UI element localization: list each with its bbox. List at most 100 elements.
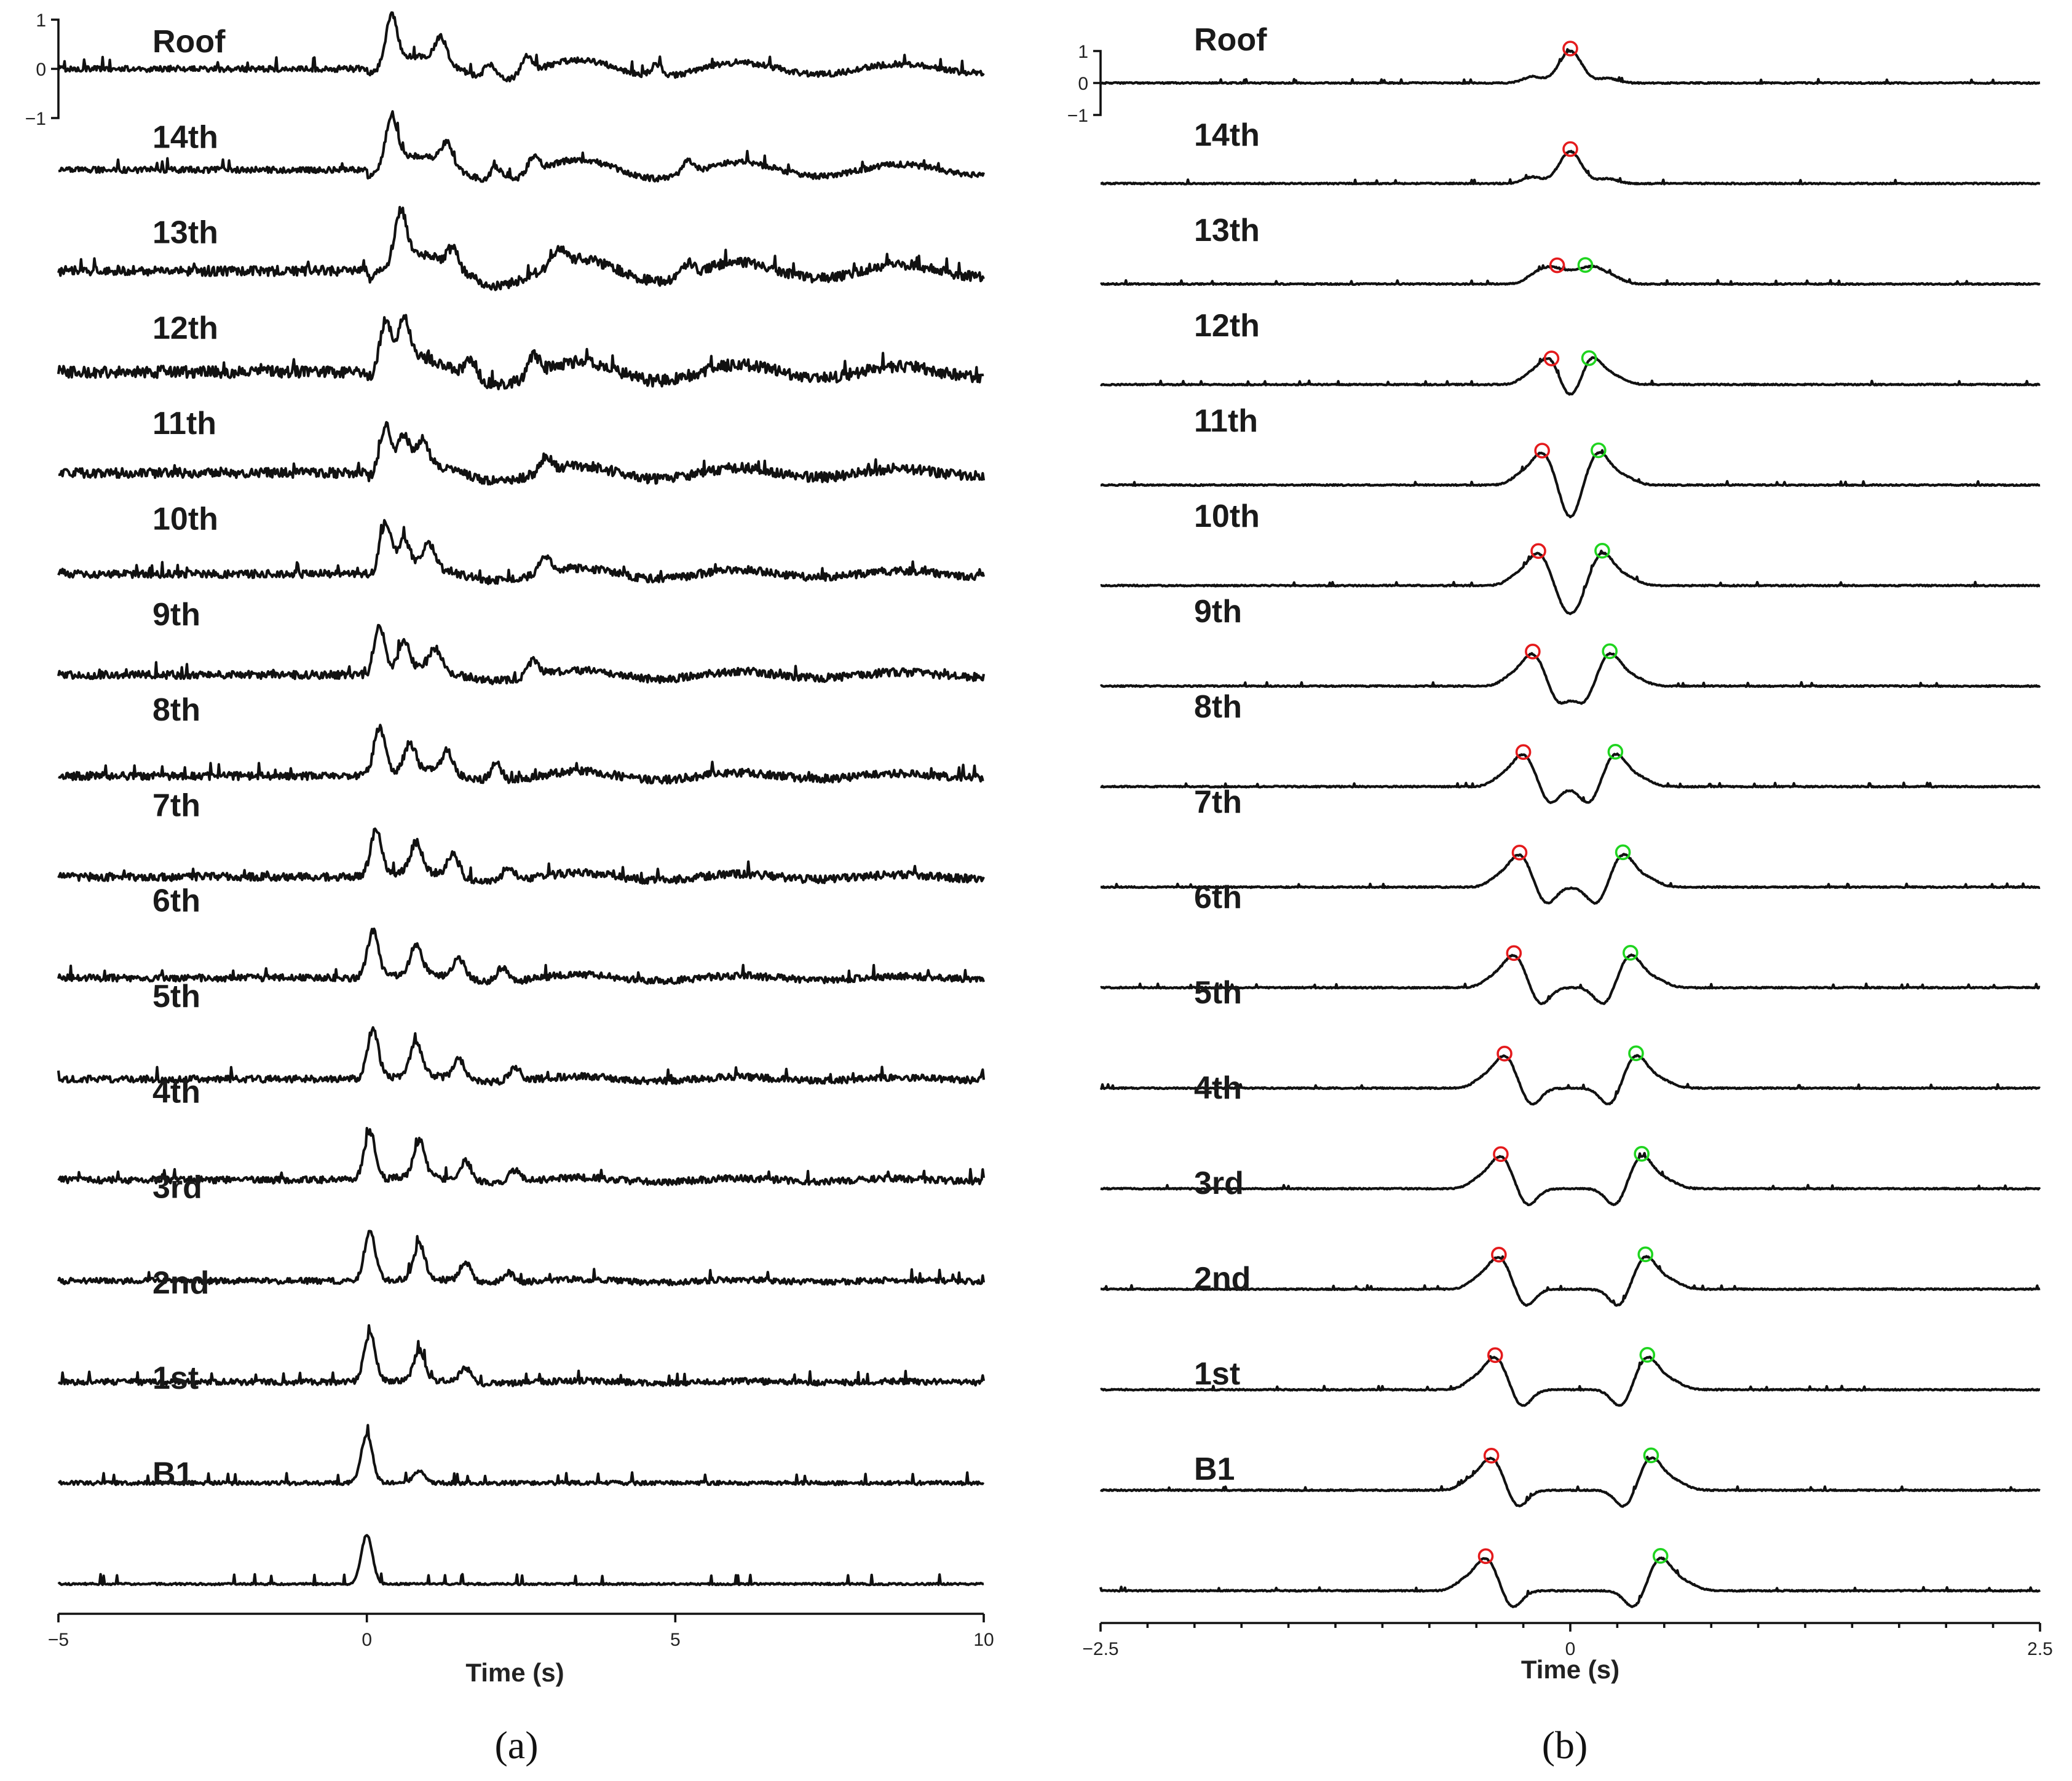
trace-B1: [1099, 1556, 2041, 1608]
peak-marker-red: [1497, 1046, 1512, 1062]
panel-caption-a: (a): [494, 1723, 538, 1767]
trace-3rd: [1100, 1255, 2041, 1307]
panel-a: Roof 14th 13th 12th 11th 10th 9th 8th 7th 6th 5th 4…: [25, 10, 994, 1767]
x-tick-label: 0: [1565, 1639, 1576, 1659]
floor-label-9th: 9th: [152, 597, 200, 633]
peak-marker-green: [1643, 1447, 1659, 1464]
peak-marker-green: [1591, 442, 1607, 459]
peak-marker-red: [1525, 644, 1541, 660]
peak-marker-red: [1511, 845, 1528, 861]
peak-marker-red: [1483, 1448, 1500, 1464]
panel-b: Roof 14th 13th 12th 11th 10th 9th 8th 7th 6th 5th 4…: [1067, 22, 2053, 1767]
x-tick-label: 10: [973, 1630, 994, 1650]
trace-6th: [1100, 953, 2041, 1005]
trace-1st: [57, 1424, 985, 1487]
trace-7th: [57, 827, 985, 885]
floor-label-1st: 1st: [152, 1360, 199, 1396]
x-tick-label: 0: [362, 1630, 372, 1650]
floor-label-10th: 10th: [152, 502, 218, 537]
floor-label-7th: 7th: [152, 788, 200, 823]
floor-label-7th: 7th: [1194, 784, 1242, 820]
trace-8th: [58, 724, 984, 785]
floor-label-11th: 11th: [1194, 403, 1258, 439]
peak-marker-red: [1515, 744, 1532, 760]
trace-Roof: [57, 11, 985, 83]
floor-label-6th: 6th: [152, 883, 200, 919]
floor-label-9th: 9th: [1194, 594, 1242, 630]
floor-label-11th: 11th: [152, 406, 216, 441]
scale-tick-label: 1: [36, 10, 46, 31]
peak-marker-green: [1639, 1347, 1656, 1363]
trace-13th: [57, 205, 985, 291]
peak-marker-red: [1562, 141, 1578, 157]
floor-label-10th: 10th: [1194, 499, 1260, 534]
trace-5th: [1099, 1054, 2041, 1106]
trace-3rd: [57, 1230, 986, 1287]
peak-marker-red: [1477, 1548, 1494, 1565]
trace-7th: [1100, 853, 2041, 905]
x-tick-label: −5: [48, 1630, 69, 1650]
peak-marker-green: [1652, 1548, 1669, 1564]
floor-label-8th: 8th: [152, 692, 200, 728]
floor-label-Roof: Roof: [152, 24, 226, 60]
peak-marker-green: [1634, 1146, 1650, 1162]
scale-tick-label: 1: [1078, 42, 1088, 62]
peak-marker-green: [1581, 350, 1597, 366]
floor-label-14th: 14th: [152, 119, 218, 155]
peak-marker-green: [1607, 744, 1624, 760]
floor-label-12th: 12th: [1194, 308, 1260, 344]
x-tick-label: 2.5: [2027, 1639, 2053, 1659]
floor-label-5th: 5th: [1194, 975, 1242, 1011]
peak-marker-red: [1534, 443, 1550, 459]
floor-label-4th: 4th: [152, 1074, 200, 1110]
peak-marker-red: [1493, 1146, 1509, 1163]
trace-8th: [1100, 752, 2041, 804]
trace-1st: [1099, 1455, 2041, 1508]
trace-12th: [1100, 356, 2041, 396]
trace-6th: [57, 927, 985, 985]
floor-label-8th: 8th: [1194, 689, 1242, 725]
scale-tick-label: −1: [25, 109, 46, 129]
x-axis-title: Time (s): [1521, 1655, 1619, 1684]
peak-marker-green: [1602, 643, 1618, 660]
peak-marker-green: [1628, 1045, 1644, 1062]
floor-label-B1: B1: [152, 1456, 193, 1492]
trace-2nd: [57, 1324, 986, 1388]
trace-2nd: [1100, 1355, 2041, 1407]
scale-bar: [1093, 50, 1102, 116]
peak-marker-green: [1577, 257, 1594, 273]
scale-tick-label: 0: [1078, 74, 1088, 94]
panel-caption-b: (b): [1542, 1723, 1588, 1767]
trace-9th: [1099, 652, 2041, 705]
peak-marker-green: [1615, 844, 1631, 861]
trace-10th: [1100, 550, 2041, 615]
trace-14th: [58, 110, 985, 183]
peak-marker-red: [1549, 257, 1565, 274]
floor-label-5th: 5th: [152, 979, 200, 1014]
peak-marker-red: [1562, 41, 1578, 57]
peak-marker-green: [1637, 1246, 1654, 1263]
trace-14th: [1100, 149, 2041, 186]
peak-marker-green: [1622, 945, 1639, 961]
x-tick-label: −2.5: [1082, 1639, 1118, 1659]
floor-label-4th: 4th: [1194, 1070, 1242, 1106]
floor-label-3rd: 3rd: [152, 1170, 202, 1206]
floor-label-13th: 13th: [1194, 213, 1260, 248]
floor-label-2nd: 2nd: [1194, 1261, 1251, 1297]
floor-label-B1: B1: [1194, 1451, 1235, 1487]
peak-marker-red: [1530, 543, 1546, 559]
floor-label-Roof: Roof: [1194, 22, 1267, 58]
peak-marker-red: [1487, 1347, 1503, 1364]
floor-label-12th: 12th: [152, 310, 218, 346]
floor-label-2nd: 2nd: [152, 1265, 209, 1301]
trace-10th: [57, 519, 986, 585]
scale-bar: [51, 18, 60, 119]
x-tick-label: 5: [670, 1630, 681, 1650]
floor-label-14th: 14th: [1194, 117, 1260, 153]
floor-label-13th: 13th: [152, 215, 218, 251]
trace-9th: [57, 623, 986, 685]
trace-B1: [57, 1534, 984, 1587]
peak-marker-red: [1543, 350, 1560, 366]
trace-13th: [1100, 264, 2041, 286]
